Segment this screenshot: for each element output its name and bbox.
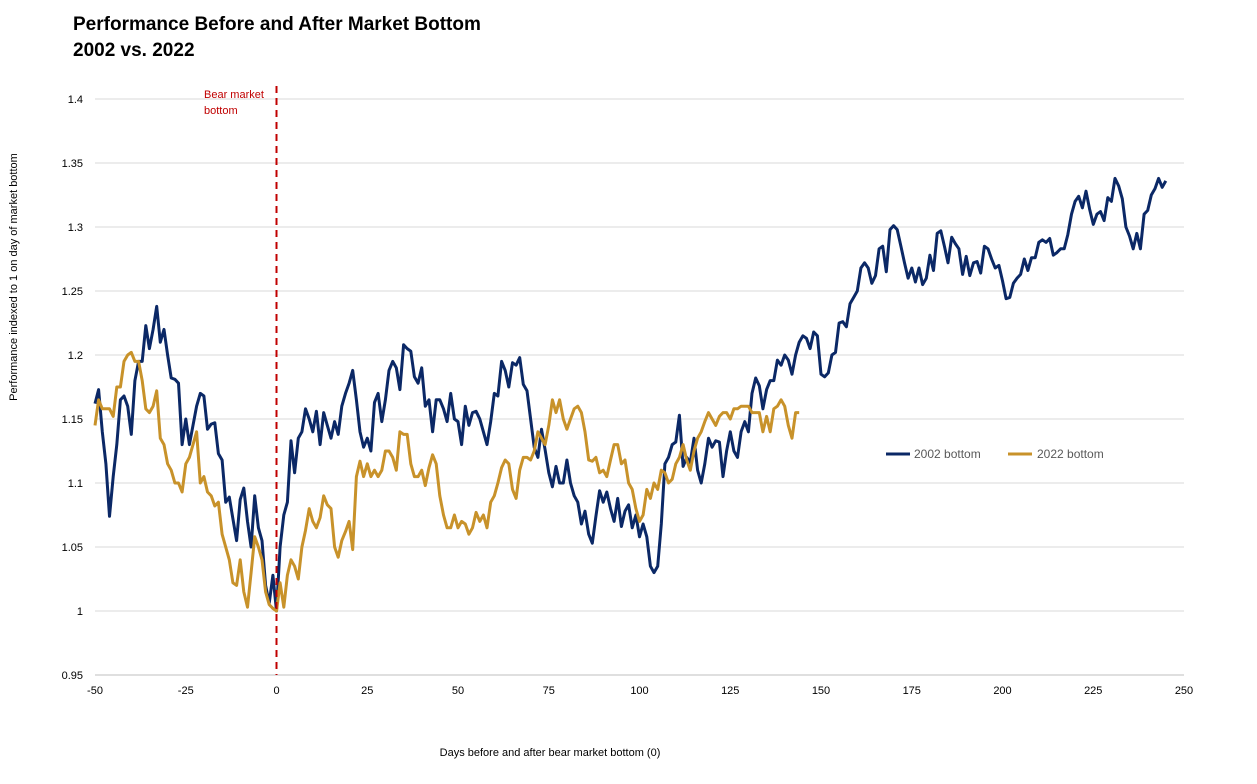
gridlines [95,98,1184,676]
y-tick-label: 1.15 [62,414,83,426]
y-tick-label: 1.35 [62,158,83,170]
y-tick-label: 1.1 [68,478,83,490]
series-line-2022 [93,350,800,613]
annotation-label-line-2: bottom [204,105,238,117]
chart-title: Performance Before and After Market Bott… [73,14,481,35]
x-tick-label: 25 [361,685,373,697]
chart-subtitle: 2002 vs. 2022 [73,40,195,61]
annotation-label-line-1: Bear market [204,89,264,101]
x-tick-label: 150 [812,685,830,697]
x-tick-label: -25 [178,685,194,697]
x-tick-label: 175 [903,685,921,697]
y-tick-label: 1.2 [68,350,83,362]
y-tick-label: 1.05 [62,542,83,554]
y-tick-label: 1.3 [68,222,83,234]
y-axis-label: Performance indexed to 1 on day of marke… [8,153,20,401]
series-line-2002 [93,176,1168,613]
x-tick-label: 0 [273,685,279,697]
x-tick-label: 250 [1175,685,1193,697]
x-tick-label: 225 [1084,685,1102,697]
y-tick-label: 0.95 [62,670,83,682]
y-tick-label: 1.4 [68,94,83,106]
legend: 2002 bottom 2022 bottom [886,447,1104,461]
y-tick-label: 1 [77,606,83,618]
series-lines [93,176,1168,613]
x-tick-label: 50 [452,685,464,697]
chart-title-block: Performance Before and After Market Bott… [73,12,481,64]
legend-label-2002: 2002 bottom [914,447,981,461]
x-axis-label: Days before and after bear market bottom… [440,747,661,759]
y-axis-ticks: 0.95 1 1.05 1.1 1.15 1.2 1.25 1.3 1.35 1.4 [62,94,83,682]
y-tick-label: 1.25 [62,286,83,298]
x-tick-label: 200 [993,685,1011,697]
x-tick-label: 100 [630,685,648,697]
x-tick-label: 75 [543,685,555,697]
legend-label-2022: 2022 bottom [1037,447,1104,461]
x-tick-label: -50 [87,685,103,697]
x-tick-label: 125 [721,685,739,697]
x-axis-ticks: -50 -25 0 25 50 75 100 125 150 175 200 225 250 [87,685,1193,697]
bottom-annotation: Bear market bottom [204,86,278,675]
